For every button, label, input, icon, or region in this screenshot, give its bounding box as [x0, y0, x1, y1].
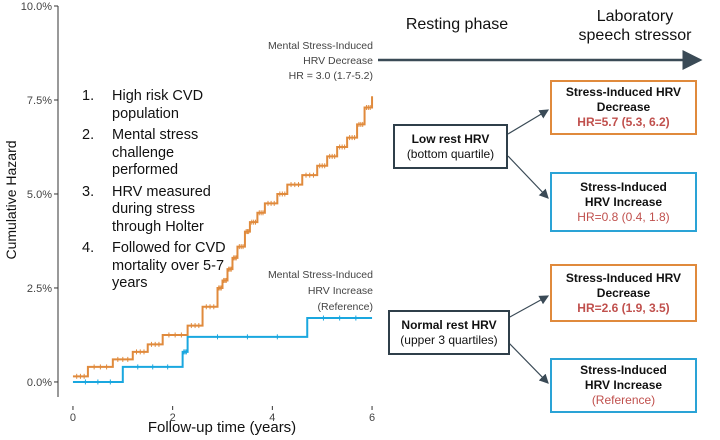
- laboratory-phase-label: Laboratory speech stressor: [555, 7, 715, 45]
- low-rest-hrv-sub: (bottom quartile): [406, 146, 495, 161]
- arrow-low-to-decrease: [507, 109, 550, 135]
- list-item-text: Followed for CVD mortality over 5-7 year…: [112, 240, 226, 291]
- list-item-number: 2.: [82, 127, 95, 143]
- resting-phase-label: Resting phase: [405, 16, 509, 33]
- list-item-text: High risk CVD population: [112, 88, 204, 122]
- list-item-number: 4.: [82, 240, 95, 256]
- x-tick-label: 2: [170, 412, 176, 424]
- low-decrease-line1: Stress-Induced HRV: [565, 85, 682, 99]
- normal-increase-hr: (Reference): [591, 393, 656, 407]
- normal-rest-hrv-sub: (upper 3 quartiles): [400, 332, 498, 347]
- list-item: 4. Followed for CVD mortality over 5-7 y…: [82, 240, 242, 293]
- y-tick-label: 5.0%: [27, 189, 52, 201]
- low-increase-hr: HR=0.8 (0.4, 1.8): [577, 209, 670, 224]
- low-rest-hrv-box: Low rest HRV (bottom quartile): [393, 124, 508, 169]
- series-line-increase: [72, 317, 373, 383]
- normal-increase-box: Stress-Induced HRV Increase (Reference): [550, 358, 697, 413]
- annotation-increase-line2: HRV Increase: [308, 285, 373, 297]
- normal-rest-hrv-title: Normal rest HRV: [401, 317, 497, 332]
- annotation-decrease: Mental Stress-Induced HRV Decrease HR = …: [268, 40, 373, 82]
- study-list: 1. High risk CVD population 2. Mental st…: [82, 88, 242, 297]
- list-item: 3. HRV measured during stress through Ho…: [82, 184, 242, 237]
- low-decrease-hr: HR=5.7 (5.3, 6.2): [577, 115, 670, 129]
- y-axis-label: Cumulative Hazard: [3, 140, 19, 259]
- low-increase-line2: HRV Increase: [584, 194, 663, 209]
- y-tick-label: 7.5%: [27, 95, 52, 107]
- low-decrease-box: Stress-Induced HRV Decrease HR=5.7 (5.3,…: [550, 80, 697, 135]
- laboratory-label-line2: speech stressor: [578, 27, 692, 44]
- list-item: 2. Mental stress challenge performed: [82, 127, 242, 180]
- x-tick-label: 4: [269, 412, 275, 424]
- low-rest-hrv-title: Low rest HRV: [411, 131, 490, 146]
- x-tick-label: 0: [70, 412, 76, 424]
- arrow-normal-to-increase: [507, 341, 549, 384]
- x-tick-label: 6: [369, 412, 375, 424]
- normal-decrease-box: Stress-Induced HRV Decrease HR=2.6 (1.9,…: [550, 264, 697, 322]
- series-line-decrease: [72, 96, 374, 378]
- laboratory-label-line1: Laboratory: [596, 8, 674, 25]
- arrow-normal-to-decrease: [507, 295, 550, 319]
- list-item-number: 1.: [82, 88, 95, 104]
- normal-decrease-line1: Stress-Induced HRV: [565, 270, 682, 285]
- y-tick-label: 10.0%: [21, 1, 52, 13]
- normal-decrease-line2: Decrease: [596, 285, 651, 300]
- list-item-text: HRV measured during stress through Holte…: [112, 183, 211, 235]
- y-tick-label: 0.0%: [27, 377, 52, 389]
- x-axis-label: Follow-up time (years): [148, 419, 296, 436]
- low-decrease-line2: Decrease: [596, 100, 651, 114]
- annotation-decrease-line3: HR = 3.0 (1.7-5.2): [289, 70, 373, 82]
- list-item-number: 3.: [82, 183, 95, 200]
- annotation-increase: Mental Stress-Induced HRV Increase (Refe…: [268, 269, 373, 313]
- list-item: 1. High risk CVD population: [82, 88, 242, 123]
- normal-increase-line1: Stress-Induced: [580, 363, 667, 377]
- annotation-decrease-line1: Mental Stress-Induced: [268, 40, 373, 52]
- annotation-increase-line3: (Reference): [318, 301, 373, 313]
- annotation-increase-line1: Mental Stress-Induced: [268, 269, 373, 281]
- low-increase-box: Stress-Induced HRV Increase HR=0.8 (0.4,…: [550, 172, 697, 232]
- arrow-low-to-increase: [507, 155, 549, 199]
- normal-rest-hrv-box: Normal rest HRV (upper 3 quartiles): [388, 310, 510, 355]
- low-increase-line1: Stress-Induced: [580, 179, 667, 194]
- annotation-decrease-line2: HRV Decrease: [303, 55, 373, 67]
- normal-decrease-hr: HR=2.6 (1.9, 3.5): [577, 300, 670, 315]
- y-tick-label: 2.5%: [27, 283, 52, 295]
- normal-increase-line2: HRV Increase: [584, 378, 663, 392]
- list-item-text: Mental stress challenge performed: [112, 127, 199, 178]
